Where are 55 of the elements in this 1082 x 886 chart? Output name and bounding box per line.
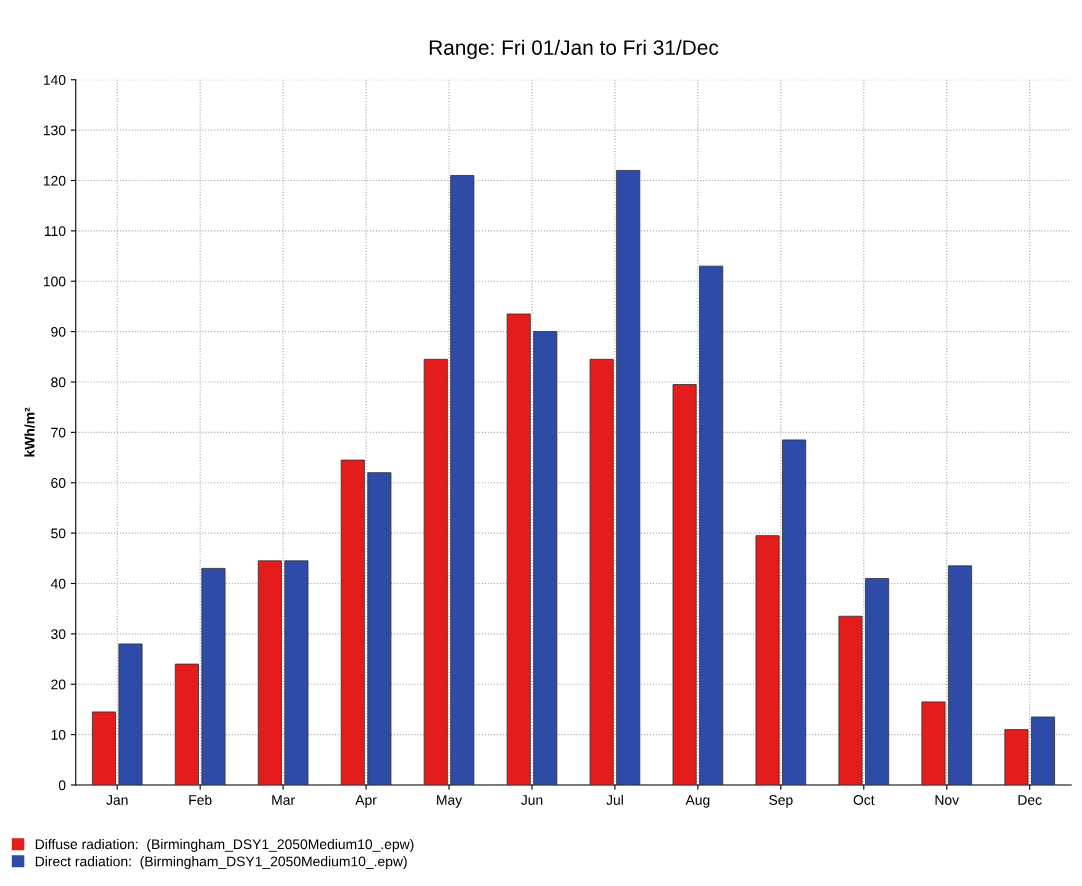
y-tick-label: 140 bbox=[43, 75, 66, 85]
bar bbox=[699, 265, 724, 785]
y-tick-label: 90 bbox=[51, 326, 66, 337]
bar bbox=[284, 560, 309, 785]
x-tick-label: Dec bbox=[1018, 795, 1042, 805]
y-tick-label: 0 bbox=[58, 780, 66, 791]
x-tick-label: May bbox=[437, 795, 463, 808]
bar bbox=[201, 567, 226, 785]
x-tick-label: Jan bbox=[106, 795, 128, 805]
bar bbox=[672, 384, 697, 785]
y-tick-label: 100 bbox=[43, 276, 66, 287]
legend-label: Direct radiation: (Birmingham_DSY1_2050Medium10_.epw) bbox=[35, 856, 407, 870]
x-tick-label: Mar bbox=[272, 795, 295, 805]
y-tick-label: 20 bbox=[51, 679, 66, 690]
bar bbox=[865, 578, 890, 785]
bar bbox=[450, 175, 475, 785]
y-tick-label: 110 bbox=[44, 226, 66, 237]
bar bbox=[947, 565, 973, 785]
bar bbox=[174, 663, 199, 785]
bar bbox=[921, 701, 946, 785]
legend-label: Diffuse radiation: (Birmingham_DSY1_2050Medium10_.epw) bbox=[35, 838, 414, 852]
bar bbox=[91, 711, 116, 785]
y-tick-label: 30 bbox=[51, 629, 66, 640]
bar bbox=[533, 331, 558, 785]
bar bbox=[782, 439, 807, 785]
bar bbox=[118, 643, 143, 785]
y-tick-label: 60 bbox=[51, 478, 66, 488]
y-tick-label: 120 bbox=[43, 175, 66, 186]
bar bbox=[423, 358, 448, 785]
x-tick-label: Jul bbox=[606, 794, 623, 805]
bar bbox=[1030, 716, 1056, 785]
y-tick-label: 10 bbox=[51, 729, 66, 740]
y-tick-label: 50 bbox=[51, 528, 66, 539]
y-axis-title: kWh/m² bbox=[24, 407, 35, 457]
x-tick-label: Sep bbox=[769, 795, 793, 808]
y-tick-label: 80 bbox=[51, 377, 66, 388]
bar bbox=[616, 170, 641, 785]
x-tick-label: Jun bbox=[521, 795, 543, 805]
x-tick-label: Nov bbox=[935, 795, 960, 805]
bar bbox=[340, 459, 365, 785]
bar bbox=[506, 313, 531, 785]
y-tick-label: 130 bbox=[43, 125, 66, 136]
x-tick-label: Apr bbox=[355, 795, 377, 808]
y-tick-label: 40 bbox=[50, 578, 66, 589]
x-tick-label: Feb bbox=[189, 794, 212, 805]
bar bbox=[755, 535, 780, 785]
chart-title: Range: Fri 01/Jan to Fri 31/Dec bbox=[429, 39, 719, 60]
bar bbox=[838, 615, 863, 785]
x-tick-label: Aug bbox=[685, 795, 710, 808]
bar bbox=[589, 358, 614, 785]
bar bbox=[257, 560, 282, 785]
y-tick-label: 70 bbox=[51, 427, 66, 438]
bar bbox=[367, 472, 392, 785]
bar bbox=[1004, 729, 1029, 785]
x-tick-label: Oct bbox=[853, 795, 875, 805]
